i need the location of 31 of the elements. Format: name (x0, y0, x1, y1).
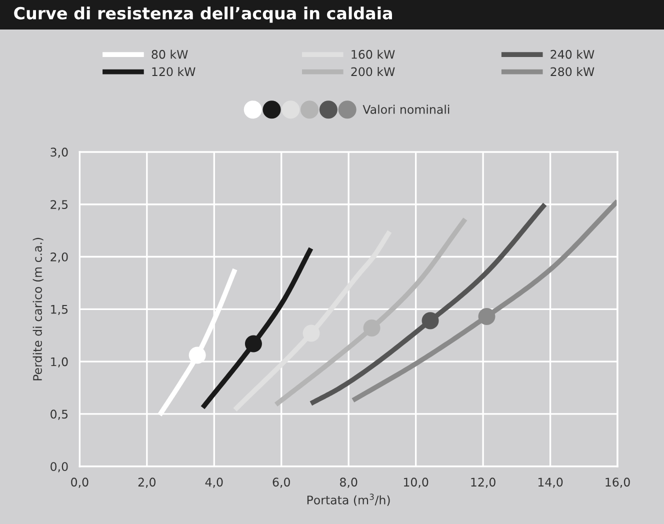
y-tick-label: 0,5 (50, 410, 68, 420)
y-axis-title: Perdite di carico (m c.a.) (32, 238, 44, 380)
y-tick-label: 0,0 (50, 462, 68, 472)
y-tick-label: 1,0 (51, 357, 68, 368)
x-tick-label: 2,0 (138, 478, 156, 488)
legend-label: 240 kW (550, 50, 594, 59)
point (478, 308, 496, 325)
chart-title: Curve di resistenza dell’acqua in caldaia (14, 6, 392, 23)
x-tick-label: 12,0 (471, 478, 496, 488)
x-axis-title: Portata (m$^{3}$/h) (307, 494, 390, 506)
point (244, 335, 262, 352)
x-tick-label: 14,0 (538, 478, 563, 488)
x-tick-label: 10,0 (404, 478, 428, 488)
x-tick-label: 16,0 (606, 478, 630, 488)
y-tick-label: 3,0 (50, 148, 68, 158)
y-tick-label: 1,5 (51, 305, 68, 316)
x-tick-label: 0,0 (71, 478, 88, 488)
legend-label: 200 kW (351, 67, 395, 76)
legend-label: Valori nominali (362, 104, 450, 114)
legend-label: 160 kW (352, 50, 395, 59)
legend-label: 80 kW (152, 50, 188, 59)
legend-label: 280 kW (550, 67, 594, 76)
point (188, 346, 206, 364)
point (363, 320, 380, 337)
y-tick-label: 2,5 (50, 200, 68, 210)
x-tick-label: 6,0 (272, 478, 290, 488)
legend-label: 120 kW (152, 67, 196, 76)
x-tick-label: 8,0 (340, 478, 358, 488)
point (422, 312, 439, 330)
x-tick-label: 4,0 (205, 478, 223, 488)
y-tick-label: 2,0 (50, 252, 68, 263)
